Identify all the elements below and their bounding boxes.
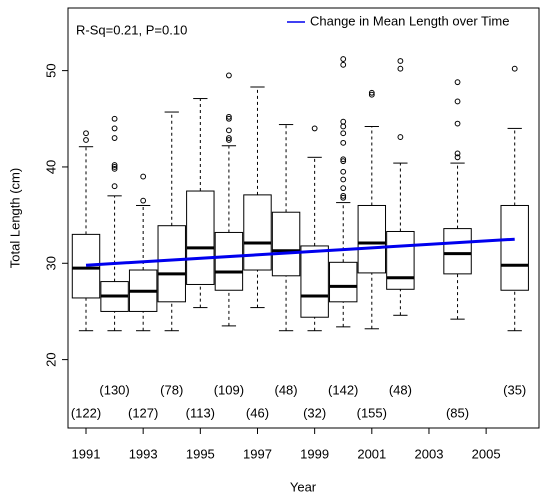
sample-size-label: (109) (214, 382, 244, 397)
outlier (340, 168, 347, 175)
annotation: R-Sq=0.21, P=0.10 (76, 22, 187, 37)
outlier (511, 65, 518, 72)
box (214, 231, 244, 291)
outlier (368, 89, 375, 96)
trend-line (85, 237, 515, 267)
outlier (454, 120, 461, 127)
outlier (111, 183, 118, 190)
sample-size-label: (155) (357, 405, 387, 420)
outlier (111, 125, 118, 132)
x-tick-label: 1997 (243, 446, 272, 461)
outlier (340, 61, 347, 68)
box (357, 204, 387, 274)
outlier (340, 139, 347, 146)
outlier (340, 118, 347, 125)
outlier (140, 197, 147, 204)
y-tick-label: 30 (43, 256, 58, 270)
outlier (340, 56, 347, 62)
box (300, 245, 329, 318)
outlier (340, 185, 347, 192)
sample-size-label: (130) (99, 382, 129, 397)
y-axis-title: Total Length (cm) (7, 168, 22, 268)
box (271, 211, 301, 277)
sample-size-label: (127) (128, 405, 158, 420)
sample-size-label: (32) (303, 405, 326, 420)
outlier (454, 154, 461, 161)
x-tick-label: 2005 (472, 446, 501, 461)
box (243, 194, 272, 271)
x-tick-label: 1995 (186, 446, 215, 461)
outlier (340, 156, 347, 163)
x-tick-label: 2001 (357, 446, 386, 461)
outlier (397, 65, 404, 72)
outlier (454, 150, 461, 157)
outlier (340, 176, 347, 183)
x-axis-title: Year (290, 479, 317, 494)
x-tick-label: 1991 (72, 446, 101, 461)
outlier (454, 98, 461, 105)
sample-size-label: (142) (328, 382, 358, 397)
outlier (111, 164, 118, 170)
outlier (111, 162, 118, 168)
sample-size-label: (35) (503, 382, 526, 397)
y-tick-label: 40 (43, 160, 58, 174)
sample-size-label: (78) (160, 382, 183, 397)
outlier (140, 173, 147, 180)
outlier (340, 130, 347, 137)
outlier (226, 137, 232, 143)
x-tick-label: 2003 (415, 446, 444, 461)
sample-size-label: (85) (446, 405, 469, 420)
box (386, 230, 415, 290)
sample-size-label: (113) (186, 405, 215, 420)
box (157, 225, 186, 303)
legend-label: Change in Mean Length over Time (310, 13, 509, 28)
x-tick-label: 1993 (129, 446, 158, 461)
box (186, 190, 215, 285)
outlier (111, 165, 118, 172)
outlier (226, 135, 232, 141)
outlier (397, 134, 404, 140)
outlier (111, 115, 118, 122)
outlier (340, 123, 347, 130)
outlier (368, 91, 375, 98)
outlier (311, 125, 318, 132)
outlier (454, 79, 461, 86)
sample-size-label: (122) (71, 405, 101, 420)
sample-size-label: (48) (275, 382, 298, 397)
box (329, 261, 358, 303)
outlier (111, 135, 118, 141)
outlier (83, 130, 89, 137)
outlier (340, 192, 347, 199)
outlier (226, 127, 232, 134)
outlier (83, 137, 89, 143)
outlier (226, 113, 232, 120)
box (443, 228, 472, 275)
y-tick-label: 50 (43, 63, 58, 77)
box (500, 204, 529, 291)
outlier (226, 115, 232, 122)
x-tick-label: 1999 (300, 446, 329, 461)
outlier (226, 72, 232, 79)
box (71, 233, 101, 299)
sample-size-label: (48) (389, 382, 412, 397)
outlier (340, 194, 347, 201)
y-tick-label: 20 (43, 352, 58, 366)
sample-size-label: (46) (246, 405, 269, 420)
outlier (340, 158, 347, 165)
plot-frame (67, 7, 540, 429)
outlier (397, 58, 404, 64)
